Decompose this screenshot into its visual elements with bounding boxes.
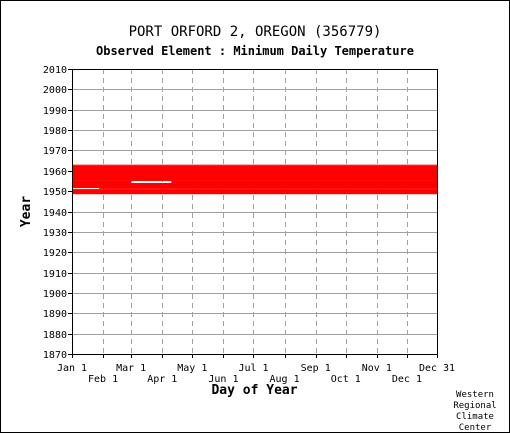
y-tick-label: 1990 [43,106,67,117]
y-tick-label: 1970 [43,146,67,157]
x-tick-label: Jun 1 [208,374,238,385]
data-band [72,183,437,189]
data-marks [72,164,438,195]
x-tick-label: Feb 1 [88,374,118,385]
x-tick-label: Oct 1 [331,374,361,385]
x-tick-label: Sep 1 [301,363,331,374]
plot-border [72,69,438,355]
y-tick-label: 1870 [43,350,67,361]
y-tick-label: 1960 [43,167,67,178]
x-tick-label: Apr 1 [147,374,177,385]
chart-subtitle: Observed Element : Minimum Daily Tempera… [96,44,414,58]
data-band [72,180,132,183]
y-tick-label: 2010 [43,65,67,76]
y-tick-label: 1920 [43,248,67,259]
x-tick-label: Jan 1 [57,363,87,374]
y-tick-label: 1900 [43,289,67,300]
credit-line: Center [458,423,492,433]
y-tick-label: 1980 [43,126,67,137]
y-tick-label: 1940 [43,208,67,219]
y-tick-label: 1880 [43,330,67,341]
y-tick-label: 1930 [43,228,67,239]
chart-title: PORT ORFORD 2, OREGON (356779) [128,24,382,40]
y-tick-label: 2000 [43,85,67,96]
y-tick-label: 1910 [43,269,67,280]
credit-line: Climate [456,412,494,422]
plot-area [72,69,437,354]
x-tick-label: Mar 1 [116,363,146,374]
credit-line: Western [456,390,494,400]
x-tick-label: Dec 31 [419,363,455,374]
y-tick-label: 1890 [43,309,67,320]
data-band [72,189,437,195]
axis-ticks: 1870 1880 1890 1900 1910 1920 1930 1940 1950 1960… [43,65,455,385]
data-band [99,188,438,190]
x-axis-label: Day of Year [211,383,297,398]
x-tick-label: Dec 1 [392,374,422,385]
credit-line: Regional [453,401,497,411]
data-band [72,165,437,181]
x-tick-label: May 1 [177,363,207,374]
x-tick-label: Nov 1 [362,363,392,374]
data-band [171,180,437,183]
x-tick-label: Aug 1 [270,374,300,385]
y-tick-label: 1950 [43,187,67,198]
x-tick-label: Jul 1 [238,363,268,374]
data-band [72,164,437,166]
credit-block: Western Regional Climate Center [446,390,504,434]
y-axis-label: Year [19,196,34,227]
